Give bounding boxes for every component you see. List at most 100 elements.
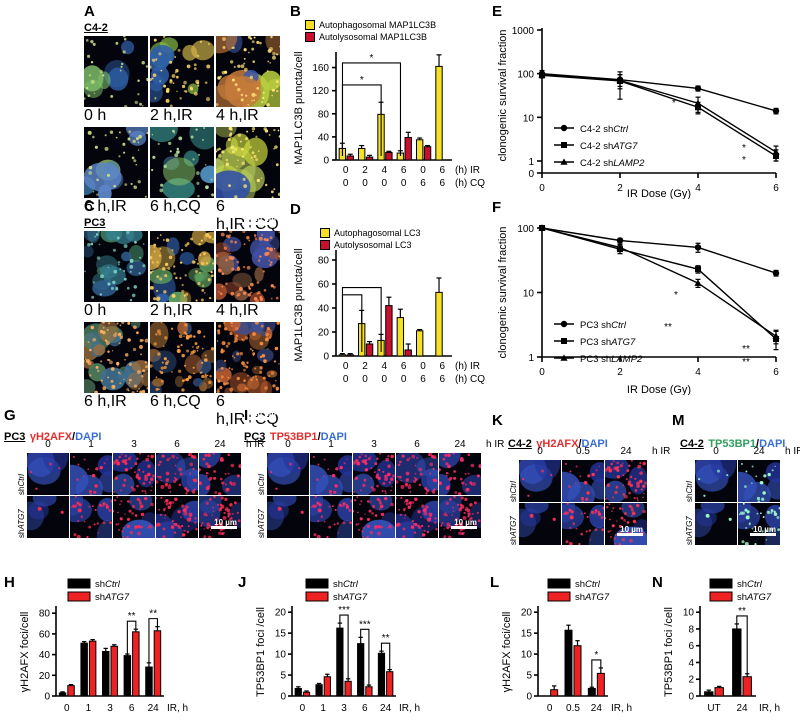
row-label: shCtrl: [17, 474, 26, 495]
svg-text:6: 6: [420, 374, 426, 385]
svg-text:20: 20: [275, 608, 287, 619]
panel-label-m: M: [672, 412, 685, 429]
svg-text:shATG7: shATG7: [737, 592, 772, 603]
timepoint-label: 3: [131, 439, 137, 450]
timepoint-label: 0: [537, 446, 543, 457]
panel-g-header: PC3 γH2AFX/DAPI: [4, 427, 101, 445]
panel-k-cellline: C4-2: [508, 438, 532, 450]
micrograph: [738, 460, 780, 502]
svg-text:IR, h: IR, h: [399, 703, 420, 714]
svg-text:0: 0: [343, 374, 349, 385]
row-label: shATG7: [257, 509, 266, 538]
micrograph-caption: 0 h: [84, 107, 107, 124]
micrograph: 10 µm: [605, 503, 647, 545]
panel-d-legend: Autophagosomal LC3 Autolysosomal LC3: [320, 228, 421, 250]
micrograph: 10 µm: [738, 503, 780, 545]
legend-label-autophagosomal: Autophagosomal MAP1LC3B: [319, 19, 437, 30]
svg-text:MAP1LC3B puncta/cell: MAP1LC3B puncta/cell: [293, 51, 305, 164]
micrograph: [267, 496, 309, 538]
panel-label-g: G: [4, 407, 16, 424]
svg-text:2: 2: [617, 183, 623, 194]
time-unit-label: h IR: [486, 439, 505, 450]
micrograph-caption: 4 h,IR: [216, 107, 259, 124]
svg-text:0: 0: [688, 692, 694, 703]
micrograph: [70, 453, 112, 495]
row-label: shATG7: [509, 516, 518, 545]
svg-text:IR, h: IR, h: [611, 703, 632, 714]
svg-text:IR, h: IR, h: [759, 703, 780, 714]
svg-text:1: 1: [528, 157, 534, 168]
svg-text:0: 0: [539, 183, 545, 194]
time-unit-label: h IR: [246, 439, 265, 450]
svg-text:3: 3: [107, 703, 113, 714]
panel-label-k: K: [492, 412, 503, 429]
svg-text:shATG7: shATG7: [95, 592, 130, 603]
svg-text:PC3 shATG7: PC3 shATG7: [580, 337, 636, 348]
svg-text:0: 0: [323, 352, 329, 363]
panel-label-e: E: [492, 3, 503, 20]
svg-text:*: *: [742, 143, 746, 154]
micrograph: [695, 460, 737, 502]
timepoint-label: 24: [214, 439, 226, 450]
svg-text:80: 80: [39, 609, 51, 620]
svg-text:2: 2: [362, 361, 368, 372]
panel-i-image-grid: 0 1 3 6 24 h IR shCtrl shATG7 10 µm: [244, 440, 504, 538]
micrograph: [562, 460, 604, 502]
svg-text:6: 6: [440, 178, 446, 189]
scale-bar-label: 10 µm: [214, 518, 237, 527]
svg-text:0: 0: [44, 692, 50, 703]
legend-label-autolysosomal-lc3: Autolysosomal LC3: [334, 239, 412, 250]
svg-text:(h) IR: (h) IR: [455, 361, 480, 372]
svg-text:6: 6: [129, 703, 135, 714]
micrograph: [84, 322, 148, 393]
panel-label-c: C: [84, 198, 95, 215]
panel-label-d: D: [290, 201, 301, 218]
panel-i-cellline: PC3: [244, 431, 266, 443]
panel-label-a: A: [84, 3, 95, 20]
panel-label-l: L: [490, 574, 500, 591]
svg-text:6: 6: [440, 165, 446, 176]
svg-text:20: 20: [521, 608, 533, 619]
svg-text:15: 15: [275, 629, 287, 640]
micrograph: [150, 36, 214, 107]
svg-text:0: 0: [362, 374, 368, 385]
micrograph: [150, 322, 214, 393]
svg-text:(h) CQ: (h) CQ: [455, 374, 485, 385]
svg-text:100: 100: [517, 70, 534, 81]
svg-text:4: 4: [695, 367, 701, 378]
svg-text:0: 0: [343, 165, 349, 176]
scale-bar-label: 10 µm: [454, 518, 477, 527]
micrograph: [150, 231, 214, 302]
svg-text:40: 40: [39, 650, 51, 661]
svg-text:5: 5: [280, 671, 286, 682]
panel-m-header: C4-2 TP53BP1/DAPI: [680, 434, 785, 452]
micrograph: [310, 496, 352, 538]
svg-text:0: 0: [382, 374, 388, 385]
svg-text:0: 0: [420, 361, 426, 372]
svg-text:160: 160: [312, 63, 329, 74]
svg-text:IR Dose (Gy): IR Dose (Gy): [627, 188, 691, 199]
micrograph: [84, 36, 148, 107]
svg-text:γH2AFX foci/cell: γH2AFX foci/cell: [501, 612, 513, 693]
scale-bar: [617, 533, 643, 536]
micrograph-caption: 6 h,CQ: [150, 198, 201, 215]
scale-bar: [750, 533, 776, 536]
svg-text:4: 4: [382, 361, 388, 372]
svg-text:0: 0: [401, 178, 407, 189]
svg-text:shCtrl: shCtrl: [333, 579, 359, 590]
panel-a-image-grid: 0 h2 h,IR4 h,IR6 h,IR6 h,CQ6 h,IR+CQ20 µ…: [84, 36, 280, 233]
svg-text:3: 3: [341, 703, 347, 714]
panel-i-header: PC3 TP53BP1/DAPI: [244, 427, 347, 445]
micrograph: [396, 496, 438, 538]
micrograph: [199, 453, 241, 495]
micrograph: [113, 453, 155, 495]
scale-bar: [242, 417, 276, 420]
micrograph-caption: 6 h,CQ: [150, 393, 201, 410]
svg-text:0.5: 0.5: [566, 703, 580, 714]
scale-bar: [242, 222, 276, 225]
timepoint-label: 24: [454, 439, 466, 450]
panel-b-chart: 0 40 80 120 160 0 0 2 0 4 0 6 0 0 6 6 6 (h) IR (h) CQ * * MAP…: [288, 44, 488, 194]
panel-label-n: N: [652, 574, 663, 591]
svg-text:6: 6: [773, 367, 779, 378]
micrograph: [84, 127, 148, 198]
